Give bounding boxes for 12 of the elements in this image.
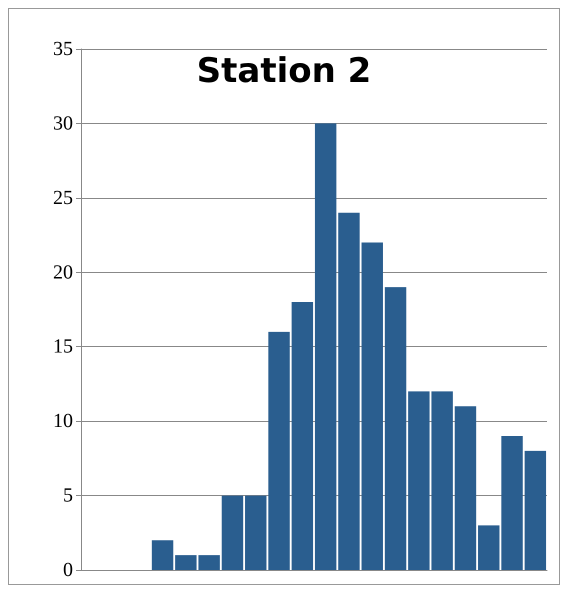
y-tick-label: 35 — [53, 38, 73, 60]
y-tick-label: 15 — [53, 336, 73, 358]
bar — [245, 496, 266, 570]
y-tick-label: 0 — [63, 559, 73, 581]
bar — [478, 525, 500, 570]
bar — [362, 242, 383, 570]
y-tick-label: 10 — [53, 410, 73, 432]
y-tick-label: 5 — [63, 484, 73, 507]
chart-title: Station 2 — [196, 51, 372, 91]
y-tick-label: 20 — [53, 261, 73, 284]
y-tick-label: 30 — [53, 112, 73, 134]
y-tick-label: 25 — [53, 186, 73, 209]
